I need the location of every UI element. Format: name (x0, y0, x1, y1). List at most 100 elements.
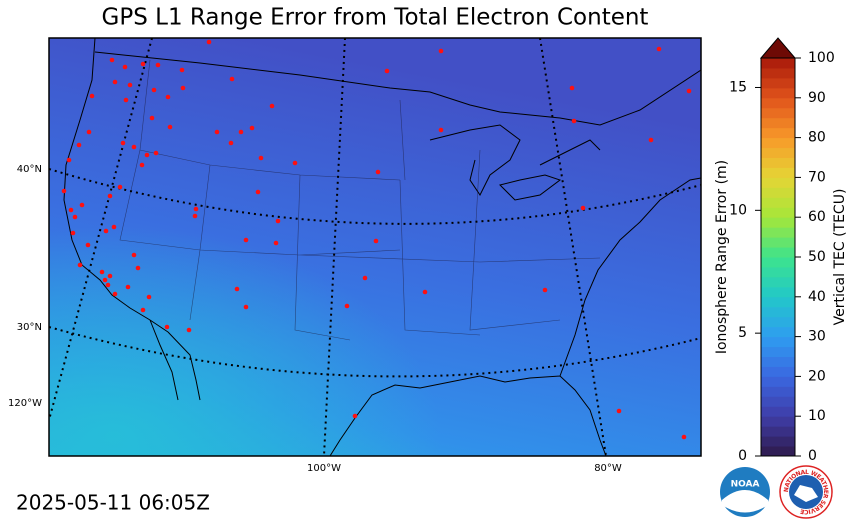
tec-axis-label: Vertical TEC (TECU) (832, 189, 848, 326)
coastline (63, 38, 701, 456)
station (77, 262, 83, 268)
station (167, 124, 173, 130)
station (571, 118, 577, 124)
station (344, 303, 350, 309)
station (228, 140, 234, 146)
station (214, 129, 220, 135)
station (179, 67, 185, 73)
colorbar-band (761, 117, 795, 129)
colorbar-band (761, 237, 795, 248)
colorbar-band (761, 97, 795, 109)
station (193, 206, 199, 212)
colorbar-band (761, 336, 795, 348)
colorbar-band (761, 177, 795, 188)
station (362, 275, 368, 281)
map-shade (49, 38, 701, 456)
station (249, 125, 255, 131)
station (117, 184, 123, 190)
tec-tick-label: 90 (808, 90, 826, 106)
lon-label: 120°W (8, 398, 42, 409)
station (616, 408, 622, 414)
station (656, 46, 662, 52)
tec-tick-label: 20 (808, 368, 826, 384)
tec-tick-label: 50 (808, 249, 826, 265)
station (131, 252, 137, 258)
colorbar-band (761, 296, 795, 308)
station (144, 152, 150, 158)
station (146, 294, 152, 300)
timestamp: 2025-05-11 06:05Z (16, 491, 210, 515)
colorbar-band (761, 137, 795, 149)
tec-tick-label: 60 (808, 209, 826, 225)
station (422, 289, 428, 295)
station (61, 188, 67, 194)
colorbar-band (761, 197, 795, 208)
station (86, 129, 92, 135)
station (438, 48, 444, 54)
error-tick-label: 5 (738, 325, 747, 341)
tec-tick-label: 100 (808, 50, 835, 66)
colorbar-band (761, 266, 795, 278)
station (681, 434, 687, 440)
colorbar-band (761, 396, 795, 407)
nws-logo: NATIONAL WEATHER SERVICE (779, 465, 833, 519)
colorbar-band (761, 147, 795, 158)
station (122, 64, 128, 70)
colorbar-band (761, 346, 795, 357)
error-tick-label: 15 (729, 79, 747, 95)
station (107, 193, 113, 199)
colorbar-band (761, 366, 795, 377)
station (165, 94, 171, 100)
station (648, 137, 654, 143)
lon-label: 100°W (307, 463, 341, 474)
station (72, 214, 78, 220)
station (103, 228, 109, 234)
station (125, 284, 131, 290)
station (438, 127, 444, 133)
station (99, 269, 105, 275)
station (151, 87, 157, 93)
station (66, 157, 72, 163)
station (112, 291, 118, 297)
colorbar-extend (759, 37, 797, 59)
colorbar-band (761, 107, 795, 119)
station (79, 202, 85, 208)
tec-tick-label: 80 (808, 130, 826, 146)
colorbar-band (761, 316, 795, 328)
station (85, 242, 91, 248)
station (102, 277, 108, 283)
lat-label: 40°N (17, 164, 42, 175)
noaa-logo: NOAA (720, 467, 770, 517)
station (275, 218, 281, 224)
station (111, 224, 117, 230)
station (186, 327, 192, 333)
map (49, 38, 701, 456)
station (542, 287, 548, 293)
colorbar-band (761, 157, 795, 168)
station (153, 150, 159, 156)
station (375, 169, 381, 175)
colorbar-band (761, 446, 795, 457)
colorbar: 0 10 20 30 40 50 60 70 80 90 100 0 5 10 15 (729, 37, 835, 464)
colorbar-band (761, 58, 795, 69)
station (140, 307, 146, 313)
colorbar-band (761, 356, 795, 367)
station (352, 413, 358, 419)
colorbar-band (761, 167, 795, 178)
station (76, 142, 82, 148)
colorbar-band (761, 376, 795, 387)
great-lakes (429, 124, 601, 201)
station (384, 68, 390, 74)
station (68, 207, 74, 213)
tec-tick-label: 10 (808, 408, 826, 424)
station (258, 155, 264, 161)
station (255, 189, 261, 195)
station (234, 286, 240, 292)
station (127, 82, 133, 88)
station (180, 85, 186, 91)
station (238, 129, 244, 135)
station (580, 205, 586, 211)
station (89, 93, 95, 99)
